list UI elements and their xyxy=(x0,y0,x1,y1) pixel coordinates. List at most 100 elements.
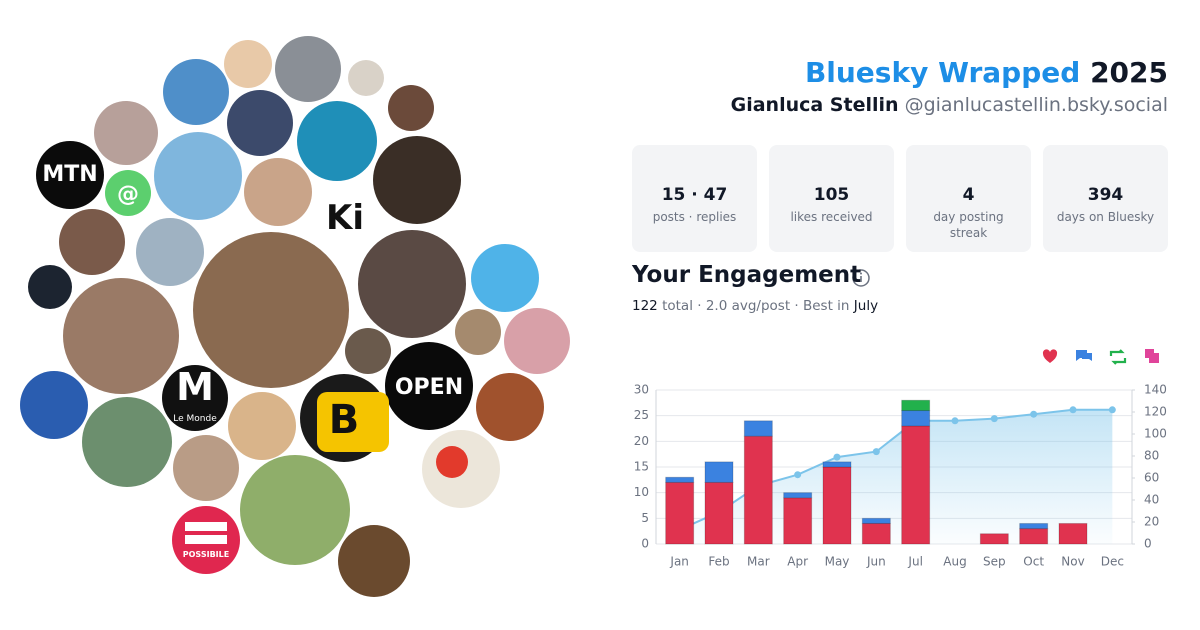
stat-card: 394 days on Bluesky xyxy=(1043,145,1168,252)
avatar-logo: Ki xyxy=(326,198,364,238)
bar-segment xyxy=(743,420,773,437)
line-point xyxy=(951,417,959,425)
avatar xyxy=(240,455,350,565)
avatar xyxy=(136,218,204,286)
legend-icon xyxy=(1145,349,1159,363)
info-dot xyxy=(860,272,862,275)
y-tick-label: 15 xyxy=(634,460,649,474)
user: Gianluca Stellin @gianlucastellin.bsky.s… xyxy=(731,94,1168,116)
line-point xyxy=(1069,406,1077,414)
x-tick-label: Sep xyxy=(983,555,1006,569)
legend-icon xyxy=(1109,349,1127,365)
y-tick-label: 25 xyxy=(634,408,649,422)
avatar-logo: B xyxy=(329,397,360,443)
y-tick-label: 20 xyxy=(634,434,649,448)
avatar xyxy=(455,309,501,355)
bar-segment xyxy=(665,481,695,545)
bar-segment xyxy=(783,492,813,499)
x-tick-label: Jan xyxy=(669,555,689,569)
bar-segment xyxy=(861,517,891,524)
bar-segment xyxy=(901,410,931,427)
x-tick-label: Dec xyxy=(1101,555,1124,569)
line-point xyxy=(1030,410,1038,418)
info-mark xyxy=(860,276,862,282)
avatar xyxy=(227,90,293,156)
y2-tick-label: 20 xyxy=(1144,515,1159,529)
y-tick-label: 5 xyxy=(641,511,649,525)
bar-segment xyxy=(861,522,891,545)
avatar-badge xyxy=(317,392,389,452)
x-tick-label: Mar xyxy=(747,555,770,569)
y-tick-label: 0 xyxy=(641,537,649,551)
avatar-logo: POSSIBILE xyxy=(183,550,229,559)
avatar xyxy=(338,525,410,597)
avatar-art xyxy=(436,446,468,478)
y-tick-label: 30 xyxy=(634,383,649,397)
stat-card: 15 · 47 posts · replies xyxy=(632,145,757,252)
stat-value: 4 xyxy=(962,185,975,205)
x-tick-label: Nov xyxy=(1061,555,1084,569)
info-circle xyxy=(852,269,870,287)
y2-tick-label: 80 xyxy=(1144,449,1159,463)
line-point xyxy=(794,471,802,479)
x-tick-label: May xyxy=(825,555,850,569)
x-tick-label: Apr xyxy=(787,555,808,569)
avatar xyxy=(322,192,368,238)
x-tick-label: Aug xyxy=(943,555,966,569)
legend-icon xyxy=(1042,349,1058,363)
info-icon xyxy=(852,269,870,287)
y2-tick-label: 100 xyxy=(1144,427,1167,441)
avatar xyxy=(358,230,466,338)
avatar xyxy=(228,392,296,460)
avatar xyxy=(388,85,434,131)
bar-segment xyxy=(901,425,931,545)
bar-segment xyxy=(665,476,695,483)
line-point xyxy=(833,453,841,461)
avatar xyxy=(224,40,272,88)
bar-segment xyxy=(1019,528,1049,545)
bar-segment xyxy=(704,461,734,483)
stat-label: likes received xyxy=(790,210,873,224)
avatar xyxy=(20,371,88,439)
y2-tick-label: 120 xyxy=(1144,405,1167,419)
avatar xyxy=(385,342,473,430)
bar-segment xyxy=(783,497,813,545)
avatar-logo: M xyxy=(176,365,214,409)
avatar xyxy=(82,397,172,487)
avatar xyxy=(154,132,242,220)
summary: total · 2.0 avg/post · Best in xyxy=(662,298,850,314)
bar-segment xyxy=(822,466,852,545)
x-tick-label: Jun xyxy=(866,555,886,569)
x-tick-label: Jul xyxy=(907,555,922,569)
stat-value: 105 xyxy=(813,185,850,205)
stat-card: 4 day posting streak xyxy=(906,145,1031,252)
avatar xyxy=(373,136,461,224)
avatar xyxy=(105,170,151,216)
avatar xyxy=(63,278,179,394)
bar-segment xyxy=(1019,522,1049,530)
avatar xyxy=(59,209,125,275)
bar-segment xyxy=(901,399,931,412)
avatar xyxy=(348,60,384,96)
avatar-logo: MTN xyxy=(42,162,97,187)
bar-segment xyxy=(743,435,773,545)
avatar xyxy=(173,435,239,501)
avatar xyxy=(36,141,104,209)
logo-bar xyxy=(185,522,227,531)
stat-label: days on Bluesky xyxy=(1056,210,1155,224)
y2-tick-label: 140 xyxy=(1144,383,1167,397)
avatar xyxy=(476,373,544,441)
logo-bar xyxy=(185,535,227,544)
avatar xyxy=(244,158,312,226)
y2-tick-label: 40 xyxy=(1144,493,1159,507)
bar-segment xyxy=(979,533,1009,545)
avatar xyxy=(193,232,349,388)
avatar-collage: MTN @ Ki OPEN B M Le Monde POSSIBILE xyxy=(20,36,570,597)
stat-label: day posting streak xyxy=(933,210,1004,240)
avatar xyxy=(297,101,377,181)
line-point xyxy=(990,415,998,423)
y2-tick-label: 0 xyxy=(1144,537,1152,551)
avatar-logo: Le Monde xyxy=(173,414,217,424)
avatar xyxy=(275,36,341,102)
bar-segment xyxy=(704,481,734,545)
